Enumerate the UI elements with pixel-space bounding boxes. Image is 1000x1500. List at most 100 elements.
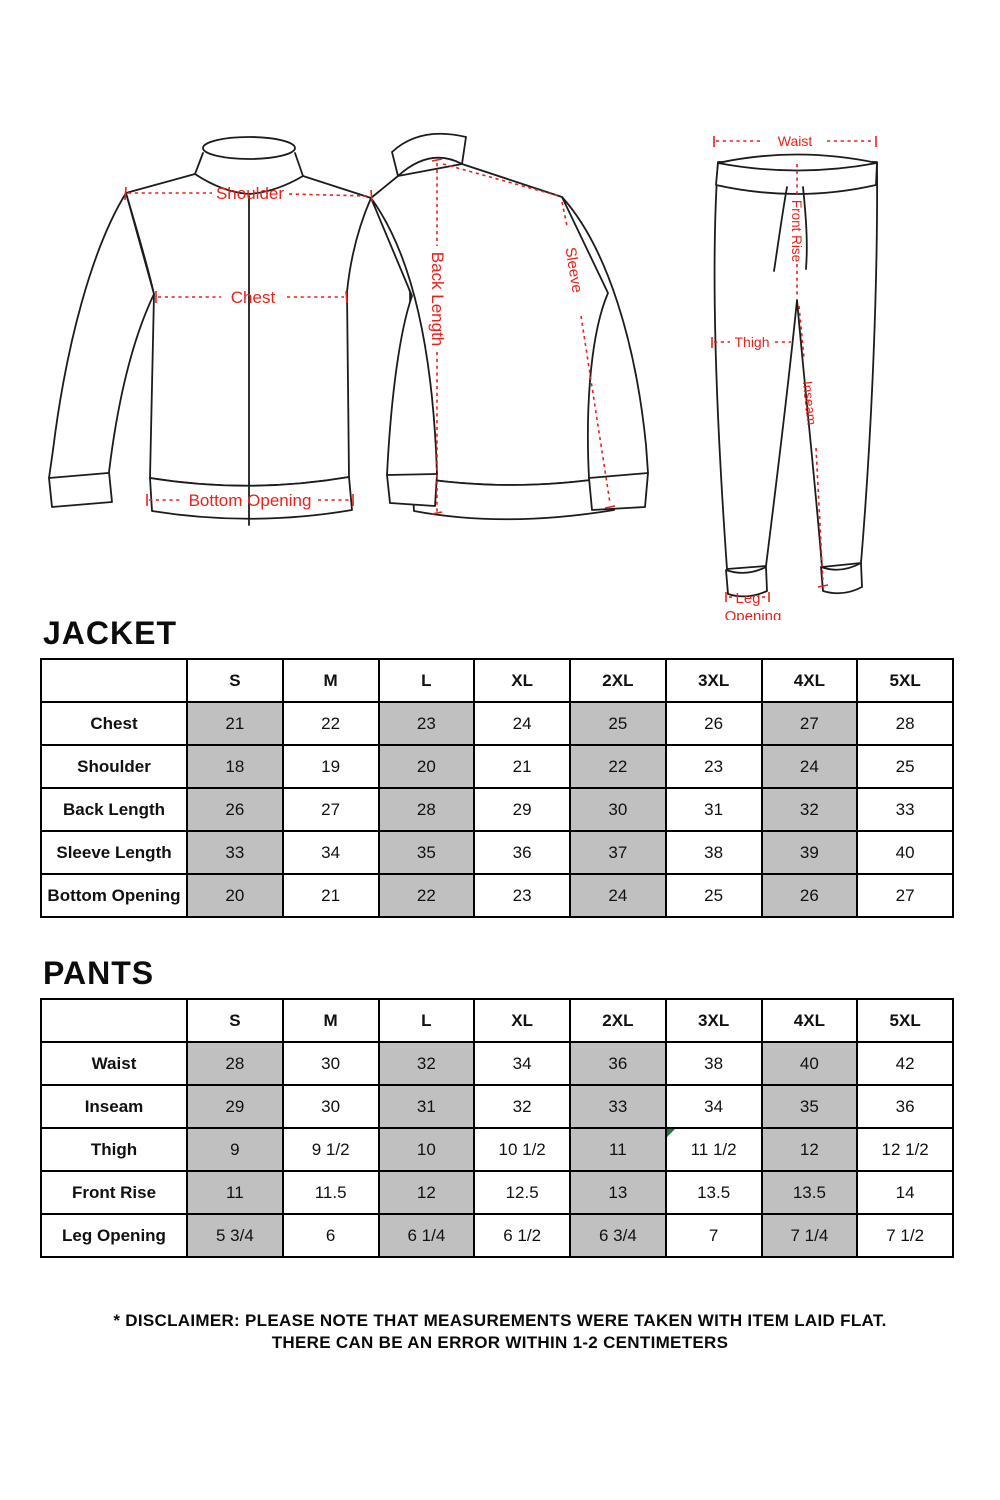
size-column-header: 2XL [569,998,667,1043]
measurement-value-cell: 13.5 [760,1170,859,1215]
back-length-measure: Back Length [428,158,447,515]
measurement-value-cell: 6 1/2 [473,1213,571,1258]
measurement-value-cell: 24 [473,701,571,746]
measurement-value-cell: 23 [473,873,571,918]
measurement-label: Waist [40,1041,188,1086]
waist-measure: Waist [713,133,877,149]
measurement-value-cell: 10 1/2 [473,1127,571,1172]
inseam-measure: Inseam [798,305,829,588]
measurement-value-cell: 34 [473,1041,571,1086]
measurement-value-cell: 30 [569,787,667,832]
measurement-label: Chest [40,701,188,746]
waist-label: Waist [778,133,813,149]
measurement-value-cell: 6 3/4 [569,1213,667,1258]
disclaimer-line1: * DISCLAIMER: PLEASE NOTE THAT MEASUREME… [113,1311,887,1330]
corner-cell [40,658,188,703]
measurement-value-cell: 6 1/4 [377,1213,476,1258]
measurement-value-cell: 36 [473,830,571,875]
measurement-value-cell: 28 [186,1041,284,1086]
measurement-value-cell: 34 [664,1084,763,1129]
measurement-value-cell: 32 [377,1041,476,1086]
measurement-row: Sleeve Length 33 34 35 36 37 38 39 40 [40,830,954,875]
size-column-header: L [377,998,476,1043]
measurement-value-cell: 21 [473,744,571,789]
measurement-value-cell: 25 [856,744,954,789]
measurement-value-cell: 40 [856,830,954,875]
size-column-header: S [186,658,284,703]
thigh-label: Thigh [734,334,769,350]
measurement-value-cell: 32 [760,787,859,832]
measurement-value-cell: 27 [281,787,380,832]
measurement-label: Inseam [40,1084,188,1129]
measurement-value-cell: 13 [569,1170,667,1215]
measurement-value-cell: 30 [281,1041,380,1086]
measurement-value-cell: 9 [186,1127,284,1172]
measurement-value-cell: 13.5 [664,1170,763,1215]
measurement-value-cell: 7 1/4 [760,1213,859,1258]
measurement-label: Back Length [40,787,188,832]
measurement-value-cell: 30 [281,1084,380,1129]
disclaimer-line2: THERE CAN BE AN ERROR WITHIN 1-2 CENTIME… [271,1333,729,1352]
measurement-row: Front Rise 11 11.5 12 12.5 13 13.5 13.5 14 [40,1170,954,1215]
measurement-value-cell: 32 [473,1084,571,1129]
pants-diagram [713,153,878,598]
measurement-value-cell: 9 1/2 [281,1127,380,1172]
measurement-value-cell: 22 [281,701,380,746]
measurement-value-cell: 33 [856,787,954,832]
measurement-label: Shoulder [40,744,188,789]
corner-cell [40,998,188,1043]
measurement-label: Thigh [40,1127,188,1172]
measurement-label: Front Rise [40,1170,188,1215]
disclaimer: * DISCLAIMER: PLEASE NOTE THAT MEASUREME… [0,1310,1000,1354]
leg-opening-label-line1: Leg [735,590,760,607]
jacket-size-table: S M L XL 2XL 3XL 4XL 5XL Chest 21 22 23 24 25 26 27 28 Sh… [40,658,954,918]
measurement-row: Inseam 29 30 31 32 33 34 35 36 [40,1084,954,1129]
measurement-value-cell: 24 [760,744,859,789]
measurement-value-cell: 11 [186,1170,284,1215]
jacket-front-diagram [48,136,372,526]
size-column-header: 2XL [569,658,667,703]
sleeve-measure: Sleeve [442,163,616,509]
measurement-value-cell: 36 [569,1041,667,1086]
measurement-value-cell: 22 [377,873,476,918]
measurement-value-cell: 12 1/2 [856,1127,954,1172]
measurement-value-cell: 18 [186,744,284,789]
chest-label: Chest [231,288,276,307]
measurement-value-cell: 33 [569,1084,667,1129]
measurement-value-cell: 6 [281,1213,380,1258]
measurement-value-cell: 40 [760,1041,859,1086]
bottom-opening-label: Bottom Opening [189,491,312,510]
size-column-header: XL [473,658,571,703]
measurement-value-cell: 19 [281,744,380,789]
measurement-value-cell: 35 [760,1084,859,1129]
leg-opening-measure: Leg Opening [725,590,782,620]
size-column-header: 5XL [856,998,954,1043]
size-column-header: 5XL [856,658,954,703]
pants-section-title: PANTS [43,955,155,991]
measurement-value-cell: 20 [186,873,284,918]
measurement-value-cell: 42 [856,1041,954,1086]
sleeve-label: Sleeve [562,246,586,294]
measurement-value-cell: 25 [569,701,667,746]
measurement-row: Chest 21 22 23 24 25 26 27 28 [40,701,954,746]
measurement-value-cell: 31 [664,787,763,832]
measurement-row: Back Length 26 27 28 29 30 31 32 33 [40,787,954,832]
measurement-value-cell: 24 [569,873,667,918]
jacket-section-title: JACKET [43,615,178,651]
size-column-header: L [377,658,476,703]
measurement-value-cell: 12.5 [473,1170,571,1215]
measurement-value-cell: 20 [377,744,476,789]
measurement-value-cell: 21 [281,873,380,918]
measurement-value-cell: 31 [377,1084,476,1129]
measurement-value-cell: 35 [377,830,476,875]
measurement-value-cell: 14 [856,1170,954,1215]
bottom-opening-measure: Bottom Opening [146,491,354,510]
measurement-label: Bottom Opening [40,873,188,918]
measurement-row: Shoulder 18 19 20 21 22 23 24 25 [40,744,954,789]
size-column-header: 3XL [664,658,763,703]
measurement-value-cell: 26 [664,701,763,746]
jacket-back-diagram [370,132,649,521]
measurement-value-cell: 21 [186,701,284,746]
measurement-value-cell: 22 [569,744,667,789]
